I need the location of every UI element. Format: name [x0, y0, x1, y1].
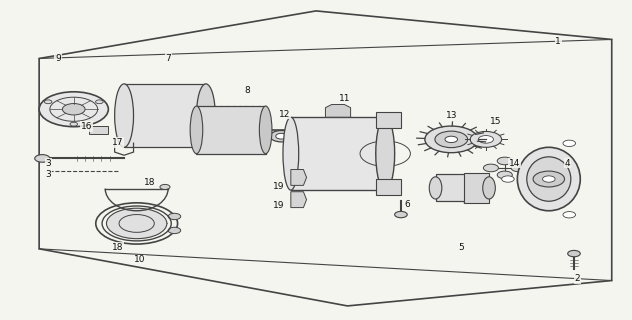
Text: 9: 9 — [55, 54, 61, 63]
Circle shape — [394, 212, 407, 218]
Circle shape — [435, 131, 468, 148]
Circle shape — [39, 92, 108, 127]
Polygon shape — [325, 105, 351, 117]
Text: 12: 12 — [279, 109, 290, 118]
Circle shape — [160, 184, 170, 189]
Ellipse shape — [527, 157, 571, 201]
Polygon shape — [291, 192, 307, 208]
Circle shape — [192, 108, 220, 123]
Circle shape — [425, 126, 478, 153]
Text: 3: 3 — [46, 159, 51, 168]
Text: 7: 7 — [165, 54, 171, 63]
Bar — [435, 174, 480, 201]
Circle shape — [96, 128, 102, 132]
Text: 18: 18 — [143, 178, 155, 187]
Circle shape — [276, 133, 287, 139]
Circle shape — [95, 100, 103, 104]
Circle shape — [542, 176, 555, 182]
Circle shape — [470, 132, 502, 147]
Polygon shape — [90, 126, 108, 134]
Text: 19: 19 — [272, 202, 284, 211]
Circle shape — [63, 104, 85, 115]
Text: 16: 16 — [81, 122, 92, 131]
Text: 14: 14 — [509, 159, 520, 168]
Text: 5: 5 — [458, 243, 464, 252]
Circle shape — [502, 176, 514, 182]
Bar — [291, 117, 386, 190]
Circle shape — [378, 116, 392, 124]
Text: 13: 13 — [446, 111, 457, 120]
Ellipse shape — [197, 84, 216, 147]
Text: 3: 3 — [46, 170, 51, 179]
Circle shape — [270, 131, 293, 142]
Text: 1: 1 — [556, 36, 561, 45]
Ellipse shape — [259, 106, 272, 154]
Text: 15: 15 — [490, 117, 501, 126]
Circle shape — [563, 212, 576, 218]
Bar — [197, 106, 265, 154]
Text: 17: 17 — [112, 138, 123, 147]
Bar — [124, 84, 206, 147]
Circle shape — [511, 164, 526, 172]
Text: 2: 2 — [574, 275, 580, 284]
Circle shape — [533, 171, 564, 187]
Circle shape — [168, 227, 181, 234]
Circle shape — [168, 213, 181, 220]
Circle shape — [483, 164, 499, 172]
Circle shape — [497, 157, 513, 165]
Text: 18: 18 — [112, 243, 123, 252]
Ellipse shape — [283, 117, 299, 190]
Circle shape — [106, 208, 167, 239]
Circle shape — [568, 251, 580, 257]
Ellipse shape — [518, 147, 580, 211]
Text: 19: 19 — [272, 182, 284, 191]
Bar — [464, 173, 489, 203]
Ellipse shape — [429, 177, 442, 199]
Text: 11: 11 — [339, 94, 350, 103]
Circle shape — [44, 100, 52, 104]
Ellipse shape — [376, 117, 394, 190]
Text: 4: 4 — [565, 159, 571, 168]
Ellipse shape — [483, 177, 495, 199]
Ellipse shape — [190, 106, 203, 154]
Circle shape — [376, 149, 394, 158]
Circle shape — [497, 171, 513, 179]
Circle shape — [378, 183, 392, 191]
Circle shape — [70, 122, 78, 126]
Circle shape — [201, 113, 211, 118]
Circle shape — [563, 140, 576, 147]
Ellipse shape — [114, 84, 133, 147]
Circle shape — [478, 136, 494, 143]
Circle shape — [445, 136, 458, 142]
Bar — [376, 112, 401, 128]
Bar — [376, 179, 401, 195]
Text: 6: 6 — [404, 200, 410, 209]
Circle shape — [35, 155, 50, 162]
Text: 8: 8 — [244, 86, 250, 95]
Polygon shape — [291, 170, 307, 185]
Text: 10: 10 — [134, 255, 145, 264]
